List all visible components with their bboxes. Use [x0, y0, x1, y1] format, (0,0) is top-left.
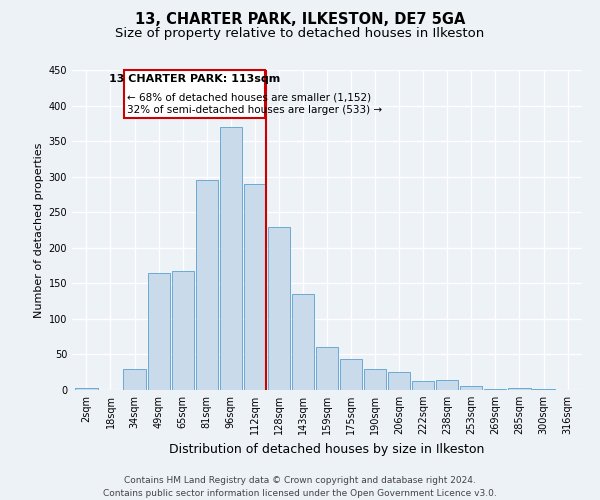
Bar — [364, 368, 386, 390]
Bar — [340, 360, 362, 390]
Bar — [316, 346, 338, 390]
Bar — [268, 227, 290, 390]
Text: 13, CHARTER PARK, ILKESTON, DE7 5GA: 13, CHARTER PARK, ILKESTON, DE7 5GA — [135, 12, 465, 28]
Bar — [124, 370, 146, 390]
Bar — [292, 294, 314, 390]
Bar — [76, 388, 98, 390]
Text: Size of property relative to detached houses in Ilkeston: Size of property relative to detached ho… — [115, 28, 485, 40]
Bar — [196, 180, 218, 390]
Bar — [508, 388, 530, 390]
Bar — [460, 386, 482, 390]
Bar — [388, 372, 410, 390]
Bar — [172, 271, 194, 390]
X-axis label: Distribution of detached houses by size in Ilkeston: Distribution of detached houses by size … — [169, 442, 485, 456]
Text: 13 CHARTER PARK: 113sqm: 13 CHARTER PARK: 113sqm — [109, 74, 280, 85]
Bar — [148, 272, 170, 390]
FancyBboxPatch shape — [124, 70, 265, 117]
Y-axis label: Number of detached properties: Number of detached properties — [34, 142, 44, 318]
Text: 32% of semi-detached houses are larger (533) →: 32% of semi-detached houses are larger (… — [127, 105, 382, 115]
Text: Contains HM Land Registry data © Crown copyright and database right 2024.
Contai: Contains HM Land Registry data © Crown c… — [103, 476, 497, 498]
Bar — [244, 184, 266, 390]
Bar — [484, 388, 506, 390]
Text: ← 68% of detached houses are smaller (1,152): ← 68% of detached houses are smaller (1,… — [127, 92, 371, 102]
Bar — [436, 380, 458, 390]
Bar — [220, 127, 242, 390]
Bar — [412, 381, 434, 390]
